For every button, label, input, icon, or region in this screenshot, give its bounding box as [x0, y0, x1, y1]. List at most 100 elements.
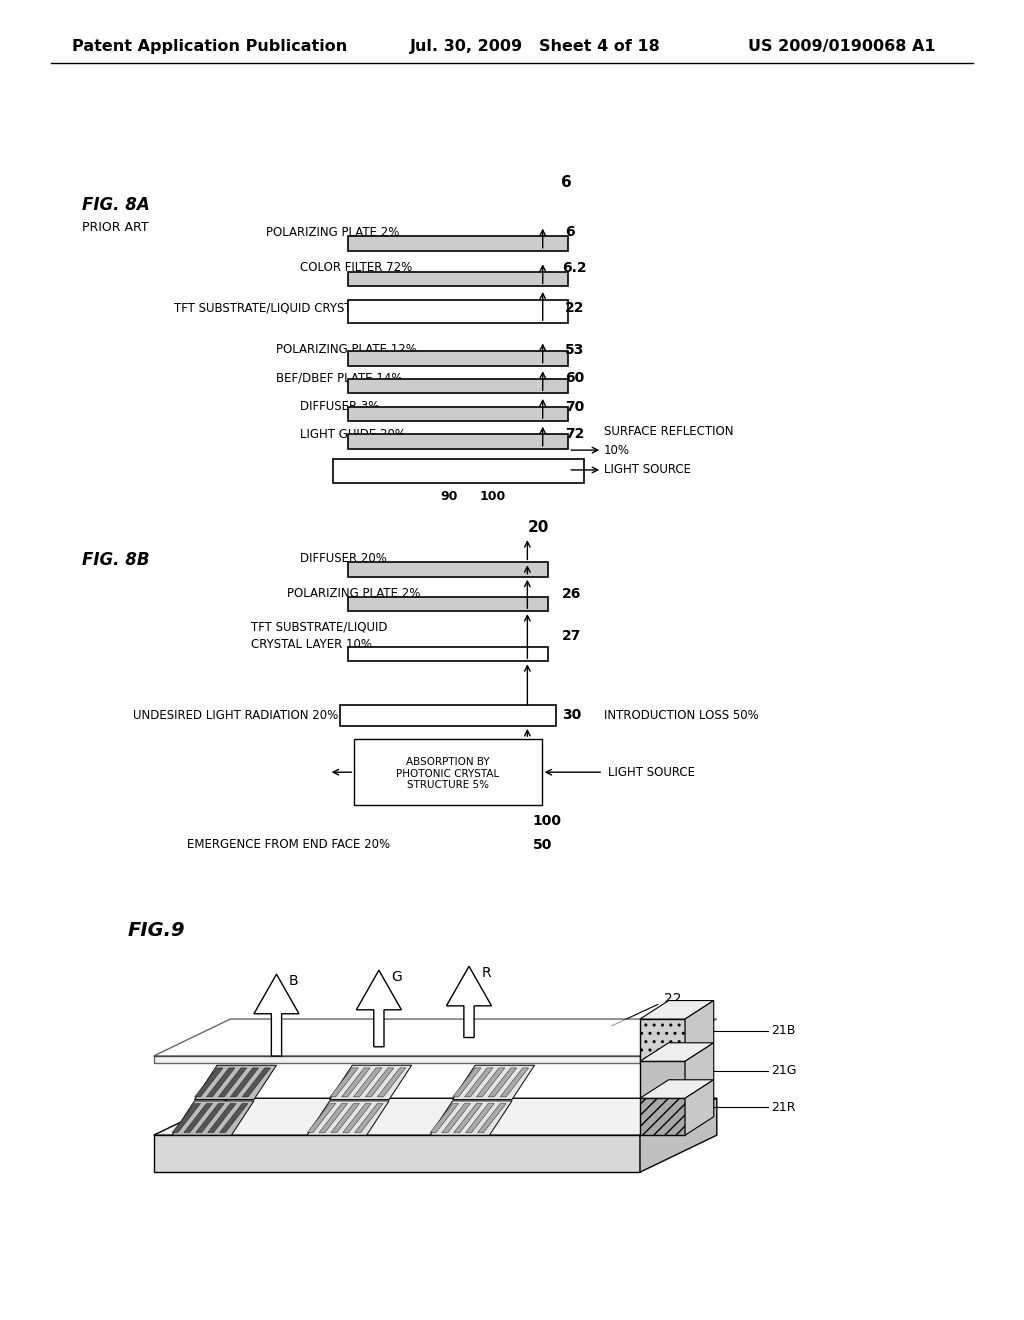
Text: FIG. 8B: FIG. 8B [82, 550, 150, 569]
Polygon shape [254, 974, 299, 1056]
Polygon shape [319, 1104, 347, 1133]
Polygon shape [242, 1068, 270, 1097]
Polygon shape [476, 1068, 505, 1097]
Polygon shape [377, 1068, 406, 1097]
Text: 6.2: 6.2 [562, 261, 587, 275]
Polygon shape [184, 1104, 212, 1133]
Polygon shape [685, 1043, 714, 1098]
Polygon shape [307, 1104, 336, 1133]
Polygon shape [343, 1104, 372, 1133]
Text: 50: 50 [532, 838, 552, 851]
Polygon shape [453, 1068, 481, 1097]
Text: INTRODUCTION LOSS 50%: INTRODUCTION LOSS 50% [604, 709, 759, 722]
Bar [333, 459, 584, 483]
Bar [348, 434, 568, 449]
Text: PRIOR ART: PRIOR ART [82, 220, 148, 234]
Text: STRUCTURE 5%: STRUCTURE 5% [407, 780, 489, 791]
Polygon shape [218, 1068, 247, 1097]
Text: UNDESIRED LIGHT RADIATION 20%: UNDESIRED LIGHT RADIATION 20% [133, 709, 338, 722]
Text: 72: 72 [565, 428, 585, 441]
Text: SURFACE REFLECTION: SURFACE REFLECTION [604, 425, 733, 438]
Text: FIG. 8A: FIG. 8A [82, 195, 150, 214]
Polygon shape [331, 1104, 359, 1133]
Text: DIFFUSER 3%: DIFFUSER 3% [300, 400, 380, 413]
Text: 6: 6 [561, 174, 571, 190]
Polygon shape [446, 966, 492, 1038]
Bar [348, 351, 568, 366]
Polygon shape [488, 1068, 517, 1097]
Text: G: G [391, 970, 401, 983]
Text: POLARIZING PLATE 12%: POLARIZING PLATE 12% [276, 343, 418, 356]
Text: 30: 30 [562, 709, 582, 722]
Text: 60: 60 [565, 371, 585, 384]
Polygon shape [307, 1101, 389, 1135]
Text: R: R [481, 966, 490, 979]
Text: LIGHT SOURCE: LIGHT SOURCE [604, 463, 691, 477]
Polygon shape [640, 1098, 717, 1172]
Text: B: B [289, 974, 298, 987]
Polygon shape [154, 1098, 717, 1135]
Text: 26: 26 [562, 587, 582, 601]
Polygon shape [219, 1104, 248, 1133]
Polygon shape [465, 1068, 493, 1097]
Bar [340, 705, 556, 726]
Text: COLOR FILTER 72%: COLOR FILTER 72% [300, 261, 413, 275]
Text: 20: 20 [527, 520, 549, 536]
Polygon shape [477, 1104, 506, 1133]
Bar [348, 272, 568, 286]
Text: POLARIZING PLATE 2%: POLARIZING PLATE 2% [266, 226, 399, 239]
Text: 22: 22 [664, 993, 681, 1006]
Text: 70: 70 [565, 400, 585, 413]
Polygon shape [330, 1065, 412, 1100]
Text: 22: 22 [565, 301, 585, 314]
Text: Jul. 30, 2009   Sheet 4 of 18: Jul. 30, 2009 Sheet 4 of 18 [410, 38, 660, 54]
Polygon shape [640, 1080, 714, 1098]
Text: BEF/DBEF PLATE 14%: BEF/DBEF PLATE 14% [276, 371, 403, 384]
Polygon shape [208, 1104, 237, 1133]
Polygon shape [685, 1080, 714, 1135]
Bar [354, 739, 542, 805]
Bar [348, 379, 568, 393]
Polygon shape [430, 1101, 512, 1135]
Polygon shape [453, 1065, 535, 1100]
Polygon shape [685, 1001, 714, 1061]
Polygon shape [430, 1104, 459, 1133]
Text: POLARIZING PLATE 2%: POLARIZING PLATE 2% [287, 587, 420, 601]
Text: FIG.9: FIG.9 [128, 921, 185, 940]
Polygon shape [330, 1068, 358, 1097]
Polygon shape [442, 1104, 470, 1133]
Polygon shape [500, 1068, 528, 1097]
Text: 21R: 21R [771, 1101, 796, 1114]
Polygon shape [356, 970, 401, 1047]
Polygon shape [172, 1101, 254, 1135]
Polygon shape [196, 1104, 224, 1133]
Polygon shape [366, 1068, 394, 1097]
Text: CRYSTAL LAYER 10%: CRYSTAL LAYER 10% [251, 638, 372, 651]
Bar [348, 407, 568, 421]
Bar [348, 236, 568, 251]
Text: 21B: 21B [771, 1024, 796, 1038]
Bar [640, 1019, 685, 1061]
Bar [348, 300, 568, 323]
Polygon shape [172, 1104, 201, 1133]
Text: TFT SUBSTRATE/LIQUID: TFT SUBSTRATE/LIQUID [251, 620, 387, 634]
Text: 53: 53 [565, 343, 585, 356]
Text: DIFFUSER 20%: DIFFUSER 20% [300, 552, 387, 565]
Polygon shape [342, 1068, 370, 1097]
Text: 90: 90 [440, 490, 458, 503]
Text: 10%: 10% [604, 444, 630, 457]
Polygon shape [466, 1104, 495, 1133]
Text: EMERGENCE FROM END FACE 20%: EMERGENCE FROM END FACE 20% [187, 838, 390, 851]
Polygon shape [640, 1001, 714, 1019]
Bar [348, 647, 548, 661]
Polygon shape [353, 1068, 382, 1097]
Text: Patent Application Publication: Patent Application Publication [72, 38, 347, 54]
Text: 100: 100 [479, 490, 506, 503]
Polygon shape [640, 1043, 714, 1061]
Polygon shape [454, 1104, 482, 1133]
Polygon shape [154, 1135, 640, 1172]
Text: PHOTONIC CRYSTAL: PHOTONIC CRYSTAL [396, 768, 500, 779]
Text: 6: 6 [565, 226, 574, 239]
Text: US 2009/0190068 A1: US 2009/0190068 A1 [748, 38, 935, 54]
Bar [640, 1098, 685, 1135]
